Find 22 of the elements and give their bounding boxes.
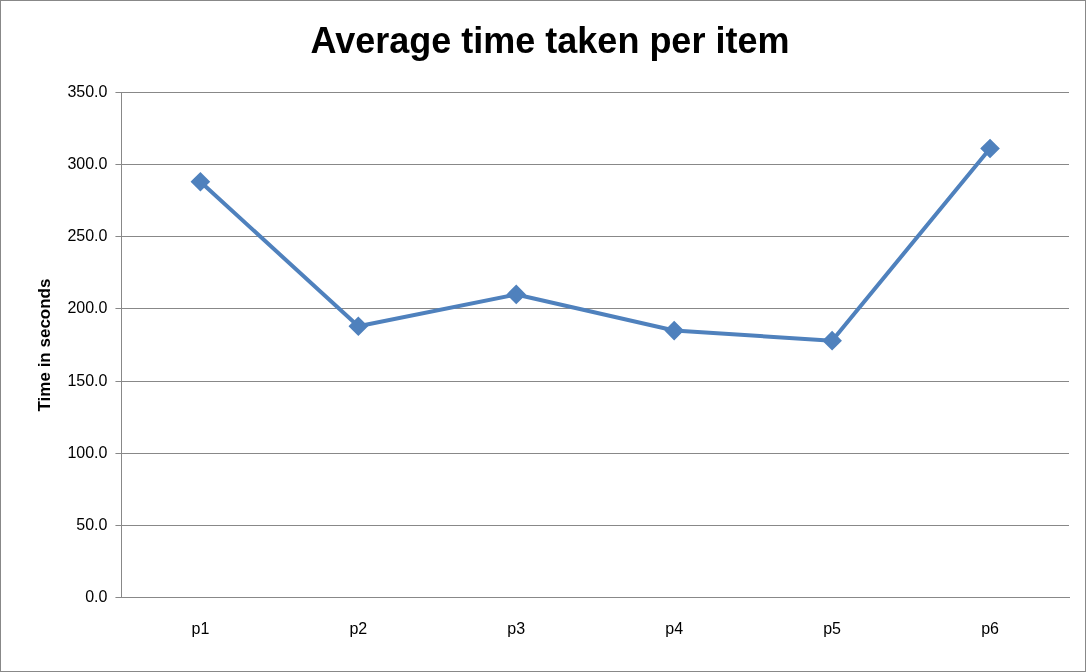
x-tick-label: p3 xyxy=(507,619,526,637)
y-tick-label: 150.0 xyxy=(67,371,108,389)
point xyxy=(191,172,210,191)
y-axis-title: Time in seconds xyxy=(34,278,54,412)
point xyxy=(981,139,1000,158)
y-tick-label: 350.0 xyxy=(67,82,108,100)
x-tick-label: p4 xyxy=(665,619,684,637)
point xyxy=(823,331,842,350)
x-tick-label: p1 xyxy=(191,619,210,637)
point xyxy=(349,317,368,336)
x-tick-label: p2 xyxy=(349,619,368,637)
point xyxy=(665,321,684,340)
y-tick-label: 50.0 xyxy=(76,515,108,533)
y-tick-label: 200.0 xyxy=(67,299,108,317)
point xyxy=(507,285,526,304)
y-tick-label: 300.0 xyxy=(67,154,108,172)
y-tick-label: 0.0 xyxy=(85,588,108,606)
y-tick-label: 250.0 xyxy=(67,227,108,245)
y-tick-label: 100.0 xyxy=(67,443,108,461)
chart-title: Average time taken per item xyxy=(310,19,790,61)
x-tick-label: p5 xyxy=(823,619,842,637)
x-tick-label: p6 xyxy=(981,619,1000,637)
